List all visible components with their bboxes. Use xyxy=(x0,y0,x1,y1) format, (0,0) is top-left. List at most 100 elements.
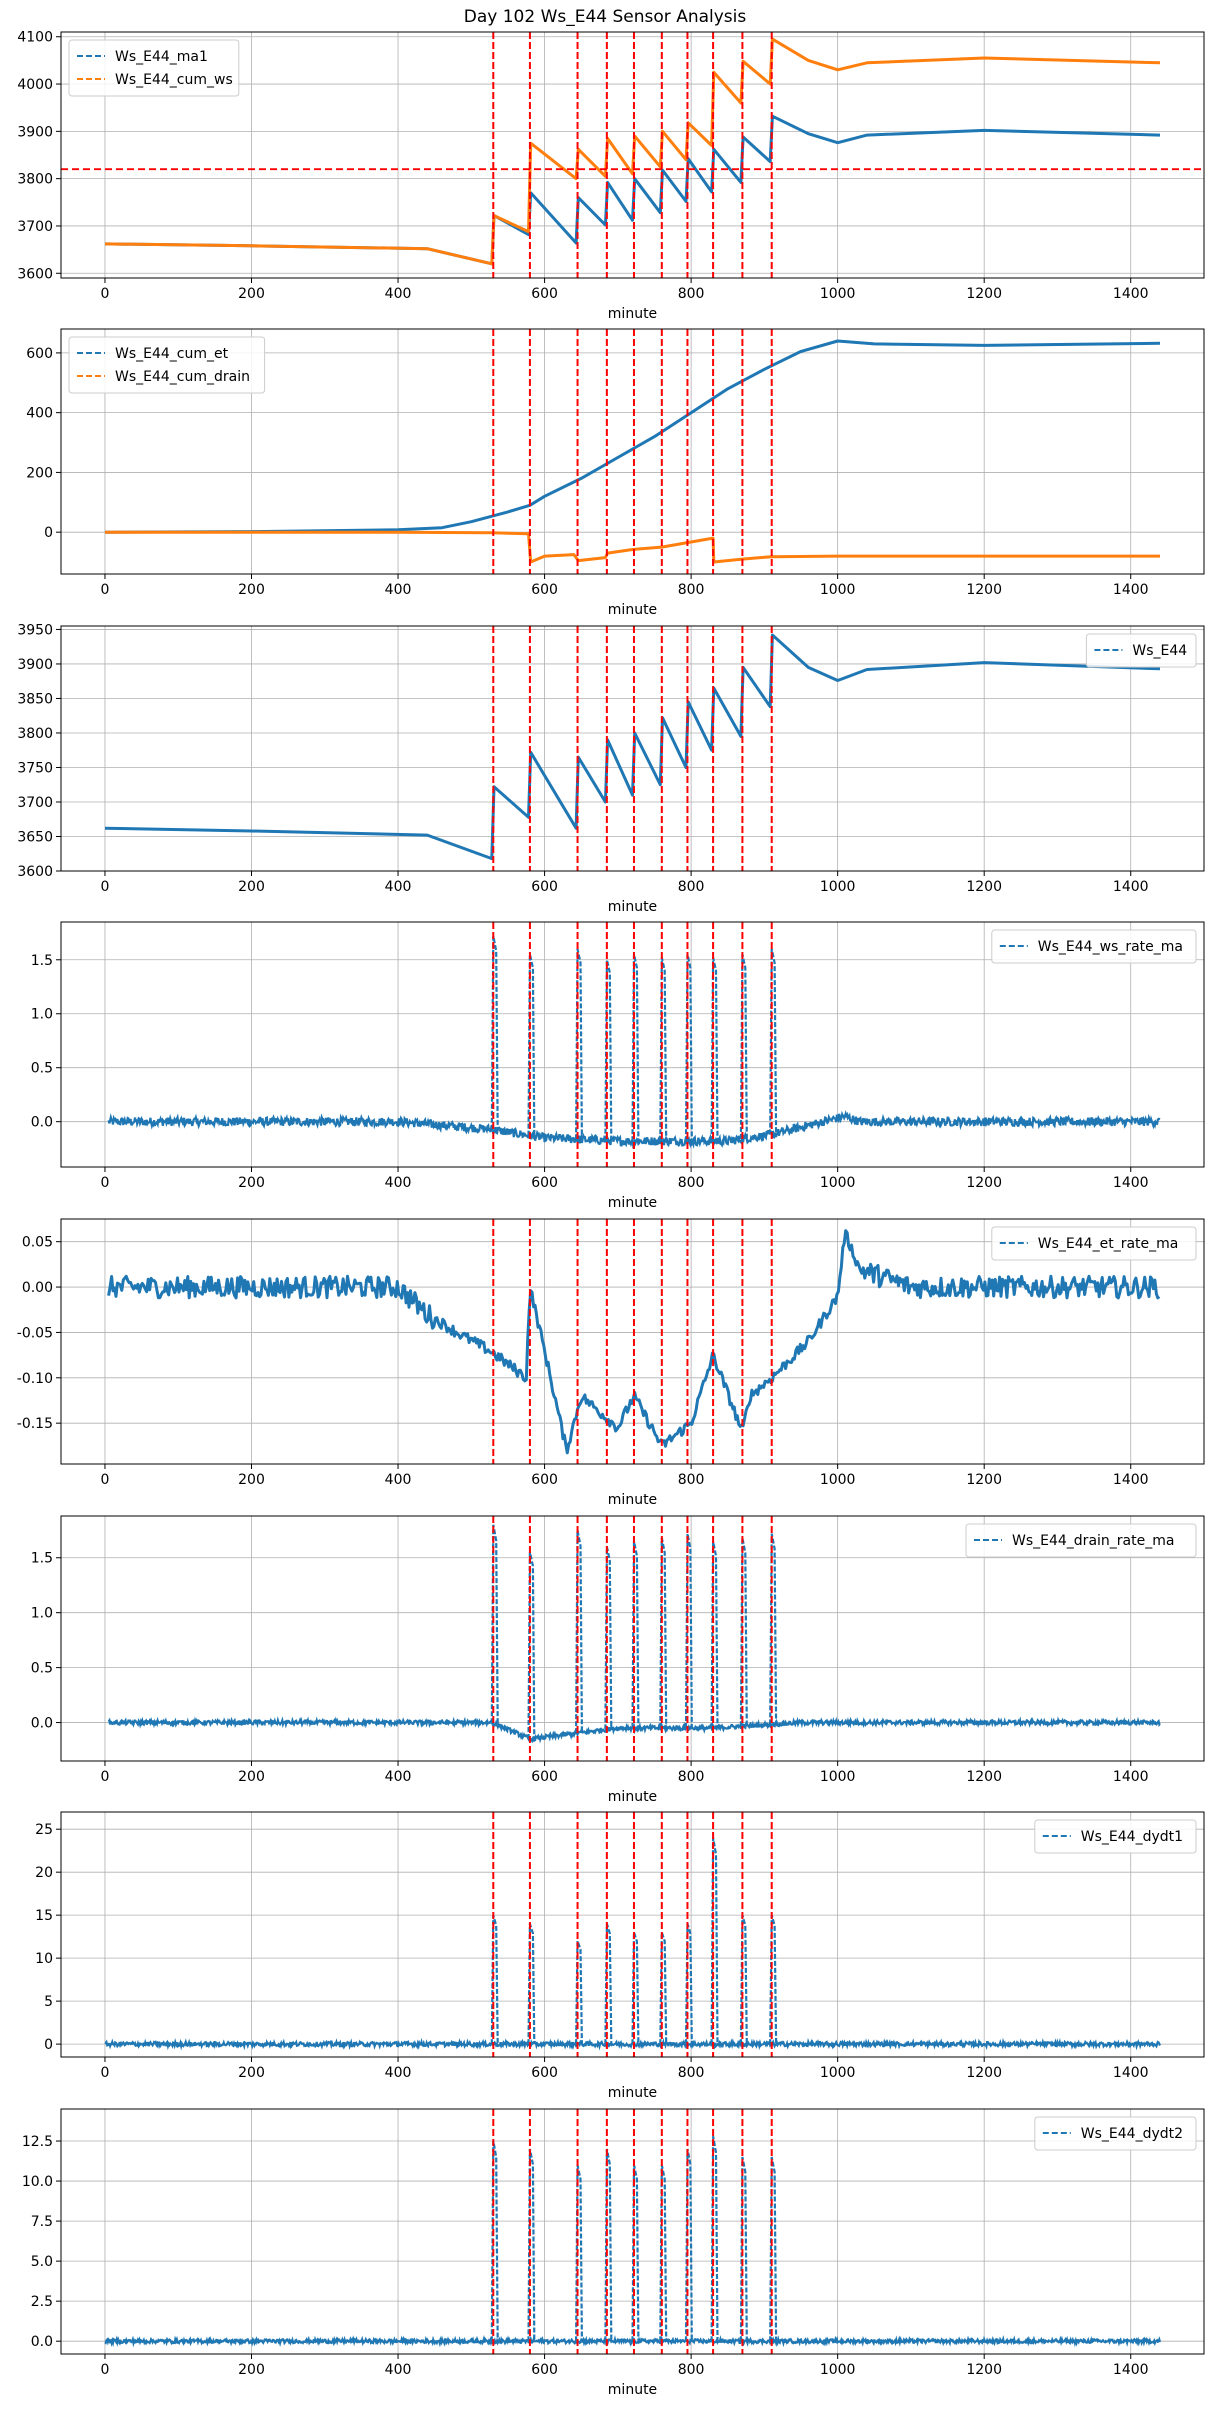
legend-box xyxy=(1085,633,1197,668)
x-tick-label: 1200 xyxy=(966,582,1002,598)
legend-box xyxy=(1034,1819,1197,1854)
y-tick-label: -0.15 xyxy=(17,1416,53,1432)
y-tick-label: 200 xyxy=(26,465,53,481)
y-tick-label: 600 xyxy=(26,346,53,362)
y-tick-label: 0 xyxy=(44,525,53,541)
x-tick-label: 400 xyxy=(385,2362,412,2378)
axes-frame xyxy=(60,31,1205,279)
plot-area xyxy=(104,2109,1162,2354)
x-tick-label: 0 xyxy=(101,286,110,302)
y-tick-label: 3700 xyxy=(17,795,53,811)
legend: Ws_E44_et_rate_ma xyxy=(991,1226,1197,1261)
legend: Ws_E44_ws_rate_ma xyxy=(991,929,1197,964)
y-tick-label: 1.5 xyxy=(31,953,53,969)
legend-label: Ws_E44_ma1 xyxy=(115,49,208,65)
y-tick-label: 3600 xyxy=(17,266,53,282)
x-tick-label: 800 xyxy=(678,2362,705,2378)
spike-2 xyxy=(527,1552,536,1740)
panel-3: 0 200 400 600 800 1000 1200 1400 3600 3650 3700 375… xyxy=(17,622,1205,915)
y-tick-label: 0.5 xyxy=(31,1661,53,1677)
x-axis-label: minute xyxy=(608,1195,657,1211)
spike-6 xyxy=(659,957,668,1142)
y-tick-label: 3750 xyxy=(17,760,53,776)
x-tick-label: 1400 xyxy=(1113,582,1149,598)
spike-8 xyxy=(710,2136,719,2342)
x-tick-label: 1400 xyxy=(1113,1769,1149,1785)
x-tick-label: 1000 xyxy=(820,879,856,895)
y-tick-label: -0.05 xyxy=(17,1325,53,1341)
plot-area xyxy=(104,626,1161,871)
x-tick-label: 1200 xyxy=(966,1769,1002,1785)
x-tick-label: 1400 xyxy=(1113,879,1149,895)
x-tick-label: 200 xyxy=(238,1769,265,1785)
legend-box xyxy=(1034,2116,1197,2151)
legend-label: Ws_E44_cum_ws xyxy=(115,72,233,88)
y-tick-label: 0.5 xyxy=(31,1061,53,1077)
x-tick-label: 200 xyxy=(238,582,265,598)
y-tick-label: 3850 xyxy=(17,691,53,707)
legend: Ws_E44_dydt2 xyxy=(1034,2116,1197,2151)
legend-box xyxy=(991,929,1197,964)
legend-box xyxy=(68,39,240,97)
x-axis-label: minute xyxy=(608,899,657,915)
y-tick-label: 3700 xyxy=(17,219,53,235)
x-tick-label: 1200 xyxy=(966,2362,1002,2378)
x-tick-label: 800 xyxy=(678,582,705,598)
x-tick-label: 400 xyxy=(385,582,412,598)
series-line-1 xyxy=(104,633,1161,861)
legend-box xyxy=(965,1523,1197,1558)
x-tick-label: 1400 xyxy=(1113,1175,1149,1191)
panel-5: 0 200 400 600 800 1000 1200 1400 -0.15 -0.10 -0.05… xyxy=(17,1218,1205,1508)
legend-label: Ws_E44_cum_drain xyxy=(115,369,250,385)
legend-label: Ws_E44 xyxy=(1132,643,1187,659)
spike-8 xyxy=(710,1541,719,1729)
spike-10 xyxy=(769,1914,778,2045)
x-tick-label: 0 xyxy=(101,582,110,598)
y-tick-label: -0.10 xyxy=(17,1371,53,1387)
y-tick-label: 400 xyxy=(26,406,53,422)
spike-1 xyxy=(490,935,499,1130)
axes-frame xyxy=(60,1515,1205,1762)
x-tick-label: 600 xyxy=(531,1175,558,1191)
y-tick-label: 3800 xyxy=(17,172,53,188)
x-tick-label: 600 xyxy=(531,2065,558,2081)
x-tick-label: 1000 xyxy=(820,286,856,302)
series-line-1 xyxy=(104,339,1161,534)
legend-box xyxy=(68,336,266,394)
spike-2 xyxy=(527,2148,536,2342)
y-tick-label: 1.0 xyxy=(31,1606,53,1622)
panel-7: 0 200 400 600 800 1000 1200 1400 0 5 10 15 20 25 minut… xyxy=(35,1811,1205,2101)
x-tick-label: 400 xyxy=(385,1472,412,1488)
x-tick-label: 400 xyxy=(385,879,412,895)
legend-label: Ws_E44_et_rate_ma xyxy=(1038,1236,1179,1252)
x-tick-label: 800 xyxy=(678,879,705,895)
x-tick-label: 600 xyxy=(531,2362,558,2378)
x-tick-label: 200 xyxy=(238,2065,265,2081)
x-tick-label: 200 xyxy=(238,879,265,895)
x-tick-label: 0 xyxy=(101,2362,110,2378)
panels: 0 200 400 600 800 1000 1200 1400360037003800390… xyxy=(17,30,1205,2398)
spike-1 xyxy=(490,1524,499,1724)
legend: Ws_E44_dydt1 xyxy=(1034,1819,1197,1854)
panel-4: 0 200 400 600 800 1000 1200 1400 0.0 0.5 1.0 1.5 min… xyxy=(31,921,1205,1211)
x-tick-label: 800 xyxy=(678,1175,705,1191)
y-tick-label: 0.0 xyxy=(31,1115,53,1131)
x-tick-label: 200 xyxy=(238,1175,265,1191)
spike-8 xyxy=(710,957,719,1142)
plot-area xyxy=(104,329,1161,574)
axes-frame xyxy=(60,2108,1205,2355)
x-tick-label: 200 xyxy=(238,286,265,302)
x-tick-label: 1400 xyxy=(1113,2362,1149,2378)
spike-4 xyxy=(604,959,613,1141)
legend-label: Ws_E44_drain_rate_ma xyxy=(1012,1533,1174,1549)
plot-area xyxy=(61,32,1204,278)
x-tick-label: 0 xyxy=(101,879,110,895)
y-tick-label: 1.5 xyxy=(31,1551,53,1567)
x-tick-label: 600 xyxy=(531,286,558,302)
x-tick-label: 800 xyxy=(678,1472,705,1488)
x-tick-label: 1400 xyxy=(1113,2065,1149,2081)
spike-8 xyxy=(710,1837,719,2045)
spike-4 xyxy=(604,2148,613,2342)
x-tick-label: 400 xyxy=(385,286,412,302)
plot-area xyxy=(104,1812,1161,2057)
